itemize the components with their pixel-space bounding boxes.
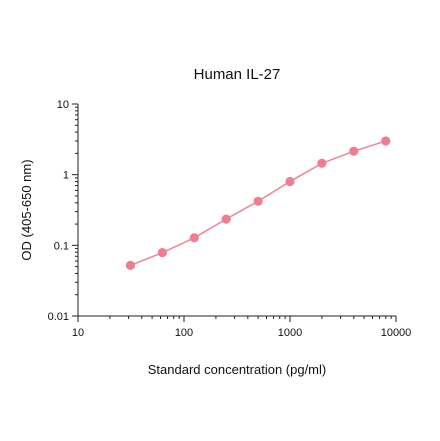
chart-title: Human IL-27 <box>194 66 281 83</box>
y-axis-label: OD (405-650 nm) <box>19 159 34 260</box>
data-point <box>349 146 359 156</box>
y-tick-label: 1 <box>63 170 69 182</box>
data-point <box>381 136 391 146</box>
x-tick-label: 10000 <box>381 327 412 339</box>
x-tick-label: 10 <box>72 327 84 339</box>
data-point <box>189 233 199 243</box>
axes: 0.01 0.1 1 10 10 100 1000 10000 <box>48 99 412 339</box>
y-tick-label: 10 <box>57 99 69 111</box>
y-tick-label: 0.01 <box>48 311 69 323</box>
x-axis-label: Standard concentration (pg/ml) <box>148 362 326 377</box>
data-point <box>125 260 136 271</box>
data-point <box>253 196 263 206</box>
y-tick-label: 0.1 <box>54 240 69 252</box>
data-point <box>157 247 167 258</box>
x-tick-label: 100 <box>175 327 193 339</box>
x-tick-label: 1000 <box>278 327 302 339</box>
data-point <box>221 214 231 224</box>
data-point <box>285 176 295 187</box>
series-layer <box>125 136 391 271</box>
data-point <box>317 158 327 168</box>
